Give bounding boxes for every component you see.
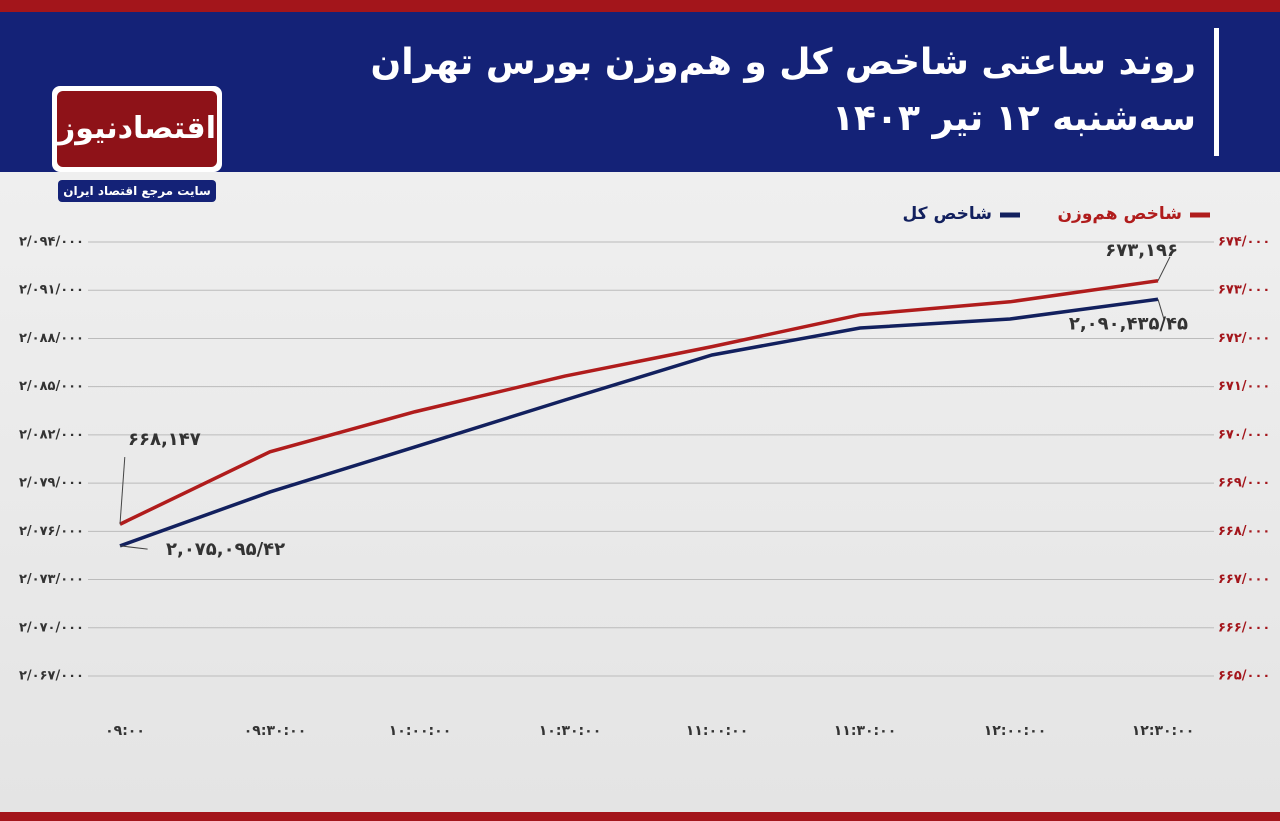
legend-label: شاخص هم‌وزن [1058, 204, 1182, 224]
value-label: ۲,۰۷۵,۰۹۵/۴۲ [166, 539, 285, 560]
chart-title: روند ساعتی شاخص کل و هم‌وزن بورس تهران [370, 42, 1196, 83]
x-tick-label: ۱۲:۳۰:۰۰ [1132, 723, 1194, 739]
x-tick-label: ۱۰:۰۰:۰۰ [389, 723, 451, 739]
y2-tick-label: ۶۶۸/۰۰۰ [1218, 524, 1270, 539]
y2-tick-label: ۶۷۲/۰۰۰ [1218, 331, 1270, 346]
y2-tick-label: ۶۷۰/۰۰۰ [1218, 427, 1270, 442]
y-tick-label: ۲/۰۸۸/۰۰۰ [19, 331, 84, 346]
y-tick-label: ۲/۰۷۹/۰۰۰ [19, 476, 84, 491]
value-label: ۶۶۸,۱۴۷ [128, 429, 201, 450]
y2-tick-label: ۶۷۱/۰۰۰ [1218, 379, 1270, 394]
value-label: ۶۷۳,۱۹۶ [1105, 240, 1178, 261]
y2-tick-label: ۶۶۶/۰۰۰ [1218, 620, 1270, 635]
logo: اقتصادنیوز [52, 86, 222, 172]
legend-label: شاخص کل [902, 204, 992, 224]
y-tick-label: ۲/۰۹۱/۰۰۰ [19, 283, 84, 298]
y-tick-label: ۲/۰۸۵/۰۰۰ [19, 379, 84, 394]
x-tick-label: ۱۲:۰۰:۰۰ [984, 723, 1046, 739]
y2-tick-label: ۶۷۴/۰۰۰ [1218, 235, 1270, 250]
y-tick-label: ۲/۰۹۴/۰۰۰ [19, 235, 84, 250]
label-leader [1157, 256, 1171, 281]
label-leader [119, 545, 148, 550]
top-bar [0, 0, 1280, 12]
y-tick-label: ۲/۰۸۲/۰۰۰ [19, 427, 84, 442]
y-tick-label: ۲/۰۶۷/۰۰۰ [19, 669, 84, 684]
x-tick-label: ۱۰:۳۰:۰۰ [539, 723, 601, 739]
y2-tick-label: ۶۶۷/۰۰۰ [1218, 572, 1270, 587]
logo-tagline: سایت مرجع اقتصاد ایران [58, 180, 216, 202]
y2-tick-label: ۶۶۵/۰۰۰ [1218, 669, 1270, 684]
y2-tick-label: ۶۷۳/۰۰۰ [1218, 283, 1270, 298]
y2-tick-label: ۶۶۹/۰۰۰ [1218, 476, 1270, 491]
y-tick-label: ۲/۰۷۳/۰۰۰ [19, 572, 84, 587]
chart-subtitle: سه‌شنبه ۱۲ تیر ۱۴۰۳ [832, 98, 1196, 139]
x-tick-label: ۱۱:۰۰:۰۰ [686, 723, 748, 739]
logo-name: اقتصادنیوز [57, 91, 217, 167]
x-tick-label: ۰۹:۳۰:۰۰ [244, 723, 306, 739]
label-leader [1157, 299, 1165, 320]
divider [1214, 28, 1219, 156]
label-leader [119, 457, 126, 525]
series-line [119, 297, 1159, 548]
bottom-bar [0, 812, 1280, 821]
x-tick-label: ۱۱:۳۰:۰۰ [834, 723, 896, 739]
series-line [119, 279, 1159, 526]
value-label: ۲,۰۹۰,۴۳۵/۴۵ [1069, 313, 1188, 334]
x-tick-label: ۰۹:۰۰ [105, 723, 145, 739]
y-tick-label: ۲/۰۷۶/۰۰۰ [19, 524, 84, 539]
y-tick-label: ۲/۰۷۰/۰۰۰ [19, 620, 84, 635]
